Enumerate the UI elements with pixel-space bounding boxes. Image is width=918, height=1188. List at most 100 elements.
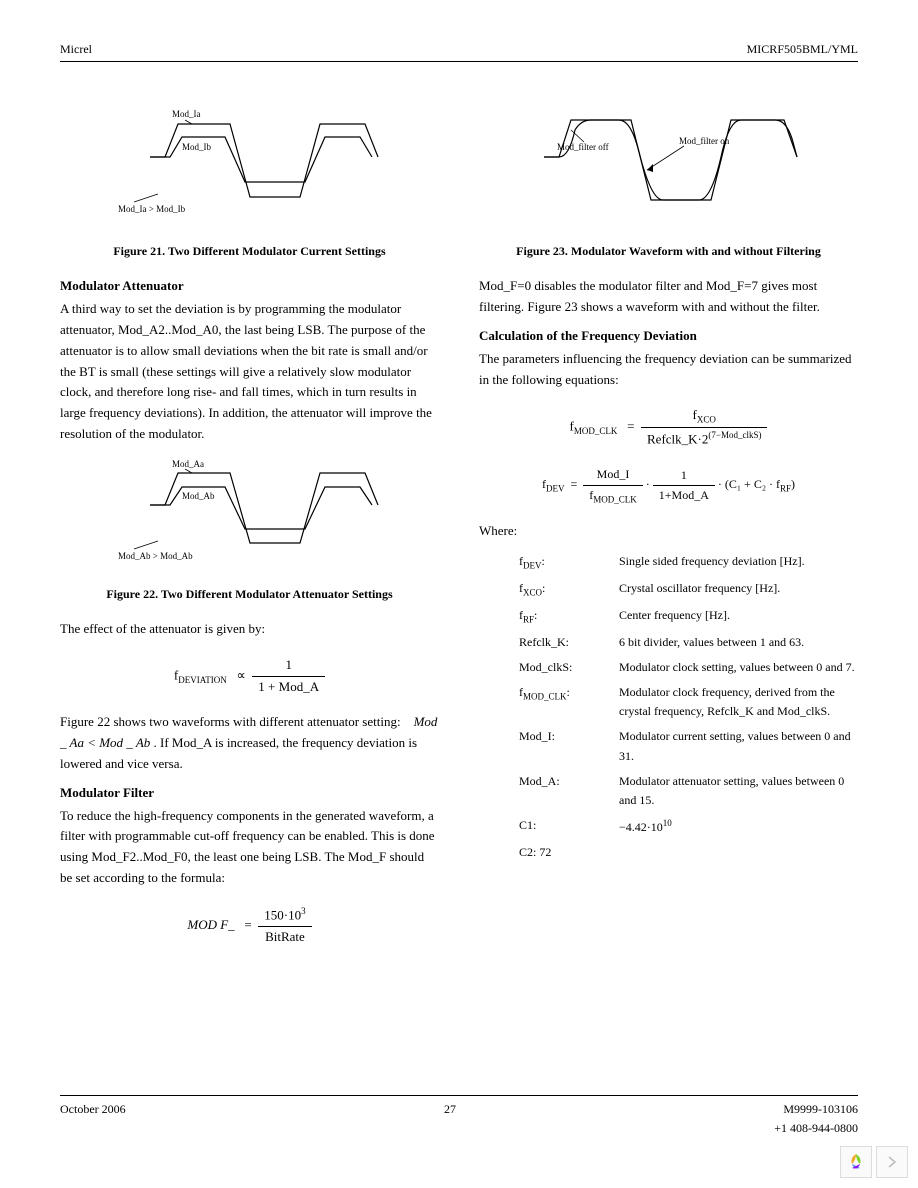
eq-num: 1 xyxy=(252,655,325,677)
eq-sub: DEVIATION xyxy=(178,675,227,685)
header-brand: Micrel xyxy=(60,40,92,59)
eq-sub: DEV xyxy=(546,484,565,494)
eq-eq: = xyxy=(244,917,251,932)
eq-prop: ∝ xyxy=(237,667,246,682)
where-term: fXCO: xyxy=(519,579,619,600)
page-header: Micrel MICRF505BML/YML xyxy=(60,40,858,62)
eq-sub: MOD_CLK xyxy=(574,427,618,437)
eq-den-l: 1 + xyxy=(258,679,275,694)
figure-22-caption: Figure 22. Two Different Modulator Atten… xyxy=(60,585,439,604)
waveform-icon: Mod_filter off Mod_filter on xyxy=(519,102,819,232)
corner-widget xyxy=(840,1146,908,1178)
eq-sub: XCO xyxy=(697,415,716,425)
eq-den-r: Mod_A xyxy=(279,679,319,694)
fig22-label-bottom: Mod_Ab > Mod_Ab xyxy=(118,551,193,561)
where-block: fDEV:Single sided frequency deviation [H… xyxy=(479,552,858,862)
fig22-label-mid: Mod_Ab xyxy=(182,491,215,501)
eq-den: BitRate xyxy=(258,927,311,948)
fig21-label-top: Mod_Ia xyxy=(172,109,201,119)
figure-23-caption: Figure 23. Modulator Waveform with and w… xyxy=(479,242,858,261)
where-term: Mod_clkS: xyxy=(519,658,619,677)
modulator-attenuator-text: A third way to set the deviation is by p… xyxy=(60,299,439,445)
eq-sup: 3 xyxy=(301,906,306,916)
where-term: Mod_I: xyxy=(519,727,619,765)
where-item: fMOD_CLK:Modulator clock frequency, deri… xyxy=(479,683,858,721)
fig23-label-on: Mod_filter on xyxy=(679,136,730,146)
header-part: MICRF505BML/YML xyxy=(747,40,858,59)
eq-eq: = xyxy=(627,419,634,434)
where-term: fRF: xyxy=(519,606,619,627)
where-def: 6 bit divider, values between 1 and 63. xyxy=(619,633,858,652)
footer-partno: M9999-103106 xyxy=(783,1102,858,1116)
where-def xyxy=(619,843,858,862)
eq-eq: = xyxy=(570,478,577,492)
where-term: Mod_A: xyxy=(519,772,619,810)
eq-sub: MOD_CLK xyxy=(593,494,637,504)
where-def: Modulator current setting, values betwee… xyxy=(619,727,858,765)
page-footer: October 2006 27 M9999-103106 +1 408-944-… xyxy=(60,1095,858,1138)
equation-dev: fDEV = Mod_I fMOD_CLK · 1 1+Mod_A · (C₁ … xyxy=(479,465,858,506)
where-item: fRF:Center frequency [Hz]. xyxy=(479,606,858,627)
eq-dot: · xyxy=(646,478,650,492)
waveform-icon: Mod_Aa Mod_Ab Mod_Ab > Mod_Ab xyxy=(110,455,390,575)
eq-tail: (C₁ + C₂ · f xyxy=(725,478,780,492)
where-term: C2: 72 xyxy=(519,843,619,862)
equation-attenuator: fDEVIATION ∝ 1 1 + Mod_A xyxy=(60,655,439,698)
footer-right: M9999-103106 +1 408-944-0800 xyxy=(774,1100,858,1138)
equation-modf: MOD F_ = 150·103 BitRate xyxy=(60,904,439,948)
where-item: Refclk_K:6 bit divider, values between 1… xyxy=(479,633,858,652)
where-term: C1: xyxy=(519,816,619,837)
equation-modclk: fMOD_CLK = fXCO Refclk_K·2(7−Mod_clkS) xyxy=(479,405,858,450)
eq-den: 1+Mod_A xyxy=(653,486,715,505)
fig21-label-bottom: Mod_Ia > Mod_Ib xyxy=(118,204,186,214)
figure-21: Mod_Ia Mod_Ib Mod_Ia > Mod_Ib Figure 21.… xyxy=(60,102,439,261)
eq-den: Refclk_K·2 xyxy=(647,432,708,447)
where-def: Modulator clock frequency, derived from … xyxy=(619,683,858,721)
where-def: −4.42·1010 xyxy=(619,816,858,837)
where-term: fMOD_CLK: xyxy=(519,683,619,721)
where-item: C2: 72 xyxy=(479,843,858,862)
eq-sup: (7−Mod_clkS) xyxy=(708,430,761,440)
eq-num: 1 xyxy=(653,466,715,486)
right-column: Mod_filter off Mod_filter on Figure 23. … xyxy=(479,92,858,962)
attenuator-effect-intro: The effect of the attenuator is given by… xyxy=(60,619,439,640)
fig23-label-off: Mod_filter off xyxy=(557,142,609,152)
eq-sub: RF xyxy=(780,484,791,494)
modulator-attenuator-heading: Modulator Attenuator xyxy=(60,276,439,297)
eq-close: ) xyxy=(791,478,795,492)
fig21-label-mid: Mod_Ib xyxy=(182,142,211,152)
where-item: fDEV:Single sided frequency deviation [H… xyxy=(479,552,858,573)
fig22-ref-text: Figure 22 shows two waveforms with diffe… xyxy=(60,712,439,774)
where-term: fDEV: xyxy=(519,552,619,573)
footer-date: October 2006 xyxy=(60,1100,126,1138)
where-term: Refclk_K: xyxy=(519,633,619,652)
calc-freq-dev-heading: Calculation of the Frequency Deviation xyxy=(479,326,858,347)
eq-num: Mod_I xyxy=(583,465,643,485)
waveform-icon: Mod_Ia Mod_Ib Mod_Ia > Mod_Ib xyxy=(110,102,390,232)
left-column: Mod_Ia Mod_Ib Mod_Ia > Mod_Ib Figure 21.… xyxy=(60,92,439,962)
footer-page: 27 xyxy=(444,1100,456,1138)
where-def: Center frequency [Hz]. xyxy=(619,606,858,627)
eq-num: 150·10 xyxy=(264,907,301,922)
where-item: Mod_I:Modulator current setting, values … xyxy=(479,727,858,765)
calc-freq-dev-text: The parameters influencing the frequency… xyxy=(479,349,858,391)
figure-22: Mod_Aa Mod_Ab Mod_Ab > Mod_Ab Figure 22.… xyxy=(60,455,439,604)
fig22-label-top: Mod_Aa xyxy=(172,459,204,469)
where-def: Single sided frequency deviation [Hz]. xyxy=(619,552,858,573)
eq-dot: · xyxy=(718,478,722,492)
modulator-filter-text: To reduce the high-frequency components … xyxy=(60,806,439,889)
where-item: Mod_A:Modulator attenuator setting, valu… xyxy=(479,772,858,810)
modf-desc: Mod_F=0 disables the modulator filter an… xyxy=(479,276,858,318)
where-item: fXCO:Crystal oscillator frequency [Hz]. xyxy=(479,579,858,600)
logo-icon[interactable] xyxy=(840,1146,872,1178)
where-def: Modulator clock setting, values between … xyxy=(619,658,858,677)
where-def: Modulator attenuator setting, values bet… xyxy=(619,772,858,810)
where-item: Mod_clkS:Modulator clock setting, values… xyxy=(479,658,858,677)
eq-lhs: MOD F_ xyxy=(187,917,234,932)
next-icon[interactable] xyxy=(876,1146,908,1178)
figure-23: Mod_filter off Mod_filter on Figure 23. … xyxy=(479,102,858,261)
where-item: C1:−4.42·1010 xyxy=(479,816,858,837)
where-label: Where: xyxy=(479,521,858,542)
content-columns: Mod_Ia Mod_Ib Mod_Ia > Mod_Ib Figure 21.… xyxy=(60,92,858,962)
where-def: Crystal oscillator frequency [Hz]. xyxy=(619,579,858,600)
